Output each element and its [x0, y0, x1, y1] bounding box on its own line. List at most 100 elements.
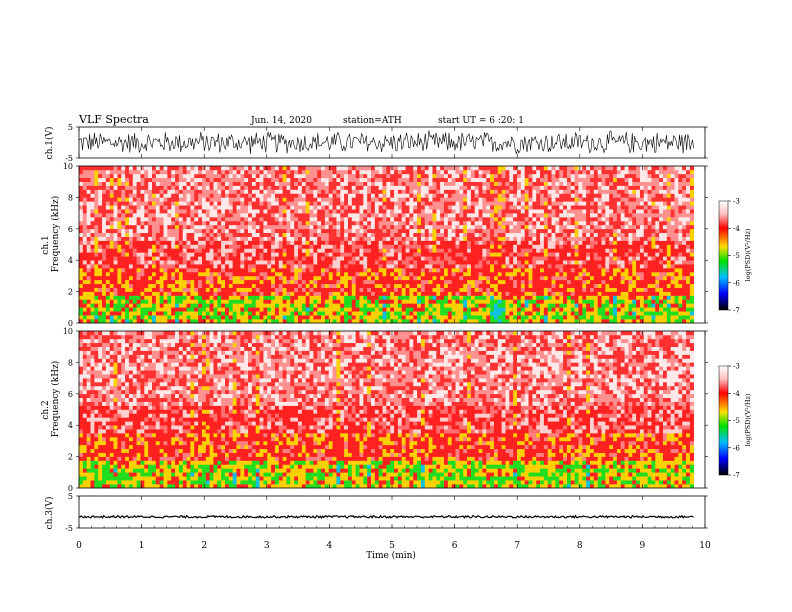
ch1-spectrogram-cell [109, 260, 114, 265]
ch1-spectrogram-cell [424, 315, 429, 320]
ch1-spectrogram-cell [236, 232, 241, 237]
ch1-spectrogram-cell [371, 307, 376, 312]
ch1-spectrogram-cell [490, 213, 495, 218]
ch1-spectrogram-cell [255, 181, 260, 186]
ch1-spectrogram-cell [543, 291, 549, 296]
ch1-spectrogram-cell [486, 236, 491, 241]
ch1-spectrogram-cell [213, 236, 218, 241]
ch1-spectrogram-cell [109, 220, 114, 226]
ch1-spectrogram-cell [298, 295, 303, 300]
ch1-spectrogram-cell [386, 295, 391, 300]
ch1-spectrogram-cell [447, 244, 452, 249]
ch1-spectrogram-cell [228, 205, 233, 210]
ch1-spectrogram-cell [355, 232, 360, 237]
ch1-spectrogram-cell [447, 303, 452, 308]
ch1-spectrogram-cell [378, 319, 383, 324]
ch1-spectrogram-cell [136, 213, 141, 218]
ch1-spectrogram-cell [482, 311, 487, 316]
ch1-spectrogram-cell [355, 224, 360, 230]
ch1-spectrogram-cell [513, 271, 518, 277]
ch1-spectrogram-cell [121, 193, 126, 198]
ch1-spectrogram-cell [371, 256, 376, 261]
ch1-spectrogram-cell [194, 287, 199, 292]
ch1-spectrogram-cell [117, 268, 122, 273]
ch1-spectrogram-cell [98, 166, 103, 171]
ch1-spectrogram-cell [109, 311, 114, 316]
ch1-spectrogram-cell [328, 169, 333, 175]
ch1-spectrogram-cell [121, 224, 126, 230]
ch1-spectrogram-cell [221, 248, 226, 253]
ch1-spectrogram-cell [309, 315, 314, 320]
ch1-spectrogram-cell [493, 169, 499, 175]
ch1-spectrogram-cell [155, 181, 160, 186]
ch1-spectrogram-cell [132, 319, 137, 324]
ch1-spectrogram-cell [167, 181, 172, 186]
ch1-spectrogram-cell [178, 240, 184, 245]
ch1-spectrogram-cell [113, 173, 118, 179]
ch1-spectrogram-cell [155, 166, 160, 171]
ch1-spectrogram-cell [490, 166, 495, 171]
ch1-spectrogram-cell [543, 193, 549, 198]
ch1-spectrogram-cell [451, 260, 456, 265]
ch1-spectrogram-cell [317, 271, 322, 277]
ch1-spectrogram-cell [355, 240, 360, 245]
ch1-spectrogram-cell [263, 201, 268, 206]
ch1-spectrogram-cell [251, 303, 257, 308]
ch1-spectrogram-cell [340, 244, 345, 249]
ch1-spectrogram-cell [367, 303, 372, 308]
ch1-spectrogram-cell [186, 279, 191, 285]
ch1-spectrogram-cell [267, 217, 272, 222]
ch1-spectrogram-cell [490, 291, 495, 296]
ch1-spectrogram-cell [440, 236, 445, 241]
ch1-spectrogram-cell [198, 173, 203, 179]
ch1-spectrogram-cell [467, 169, 472, 175]
ch1-spectrogram-cell [424, 193, 429, 198]
ch1-spectrogram-cell [324, 177, 330, 182]
ch1-spectrogram-cell [286, 224, 291, 230]
ch1-spectrogram-cell [90, 275, 95, 281]
ch1-spectrogram-cell [328, 311, 333, 316]
ch1-spectrogram-cell [478, 283, 483, 288]
ch1-spectrogram-cell [328, 240, 333, 245]
ch1-spectrogram-cell [305, 307, 310, 312]
ch1-spectrogram-cell [240, 205, 245, 210]
ch1-spectrogram-cell [517, 236, 522, 241]
ch1-spectrogram-cell [159, 252, 164, 257]
ch1-spectrogram-cell [459, 315, 464, 320]
ch1-spectrogram-cell [105, 248, 111, 253]
ch1-spectrogram-cell [428, 177, 433, 182]
ch1-spectrogram-cell [359, 185, 364, 190]
ch1-spectrogram-cell [451, 275, 456, 281]
ch1-spectrogram-cell [102, 232, 107, 237]
ch1-spectrogram-cell [351, 197, 356, 202]
ch1-spectrogram-cell [332, 315, 337, 320]
ch1-spectrogram-cell [332, 197, 337, 202]
ch1-spectrogram-cell [470, 173, 476, 179]
ch1-spectrogram-cell [248, 252, 253, 257]
ch1-spectrogram-cell [451, 209, 456, 214]
ch1-spectrogram-cell [136, 307, 141, 312]
ch1-spectrogram-cell [390, 279, 395, 285]
ch1-spectrogram-cell [163, 173, 168, 179]
ch1-spectrogram-cell [394, 193, 399, 198]
ch1-spectrogram-cell [79, 315, 84, 320]
ch1-spectrogram-cell [367, 256, 372, 261]
ch1-spectrogram-cell [178, 244, 184, 249]
ch1-spectrogram-cell [332, 224, 337, 230]
ch1-spectrogram-cell [540, 307, 545, 312]
ch1-spectrogram-cell [451, 299, 456, 304]
ch1-spectrogram-cell [94, 240, 99, 245]
ch1-spectrogram-cell [274, 248, 280, 253]
ch1-spectrogram-cell [463, 299, 468, 304]
ch1-spectrogram-cell [324, 307, 330, 312]
ch1-spectrogram-cell [186, 236, 191, 241]
ch1-spectrogram-cell [90, 303, 95, 308]
ch1-spectrogram-cell [340, 307, 345, 312]
ch1-spectrogram-cell [467, 319, 472, 324]
ch1-spectrogram-cell [148, 303, 153, 308]
ch1-spectrogram-cell [236, 319, 241, 324]
ch1-spectrogram-cell [175, 217, 180, 222]
ch1-spectrogram-cell [98, 209, 103, 214]
ch1-spectrogram-cell [374, 319, 379, 324]
ch1-spectrogram-cell [344, 252, 349, 257]
